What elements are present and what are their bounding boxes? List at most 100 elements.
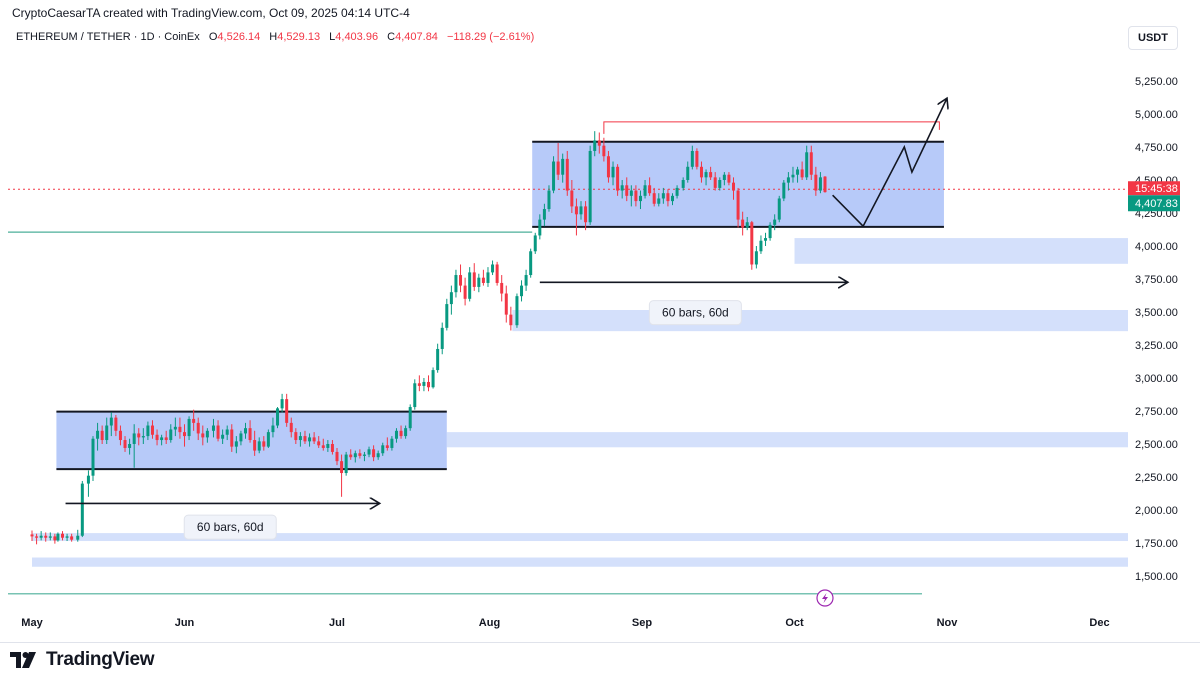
candle-body bbox=[137, 433, 141, 438]
candle bbox=[440, 322, 444, 355]
candle-body bbox=[381, 445, 385, 454]
candle-body bbox=[477, 277, 481, 287]
candle bbox=[809, 145, 813, 180]
currency-button[interactable]: USDT bbox=[1128, 26, 1178, 50]
candle-body bbox=[96, 430, 100, 439]
candle bbox=[340, 454, 344, 497]
event-marker[interactable] bbox=[816, 589, 834, 607]
candle-body bbox=[132, 433, 136, 444]
candle bbox=[248, 420, 252, 443]
candle-body bbox=[399, 430, 403, 437]
x-tick-label: Aug bbox=[479, 617, 500, 629]
candle bbox=[777, 195, 781, 223]
candle bbox=[570, 180, 574, 213]
price-axis[interactable]: 1,500.00 1,750.00 2,000.00 2,250.00 2,500.00… bbox=[1128, 76, 1180, 583]
candle-body bbox=[533, 235, 537, 252]
low-value: 4,403.96 bbox=[335, 31, 379, 43]
price-chart[interactable]: 60 bars, 60d 60 bars, 60d 1,500.00 1,750.0… bbox=[0, 0, 1200, 642]
candle bbox=[109, 412, 113, 437]
range-box-1 bbox=[56, 411, 447, 470]
candle bbox=[695, 148, 699, 170]
candle-body bbox=[504, 293, 508, 315]
y-tick-label: 3,750.00 bbox=[1135, 274, 1178, 286]
candle bbox=[404, 425, 408, 439]
candle bbox=[187, 416, 191, 441]
candle bbox=[183, 424, 186, 447]
candle-body bbox=[690, 150, 694, 167]
candle bbox=[317, 436, 321, 448]
candle-body bbox=[61, 533, 64, 538]
candle-body bbox=[431, 370, 435, 388]
candle bbox=[745, 216, 749, 231]
candle-body bbox=[588, 150, 592, 223]
candle-body bbox=[449, 292, 453, 305]
candle-body bbox=[308, 437, 312, 442]
candle bbox=[547, 185, 551, 212]
candle bbox=[65, 533, 69, 542]
y-tick-label: 3,500.00 bbox=[1135, 307, 1178, 319]
candle bbox=[823, 176, 827, 193]
candle-body bbox=[196, 422, 200, 434]
time-axis[interactable]: May Jun Jul Aug Sep Oct Nov Dec bbox=[21, 617, 1109, 629]
candle bbox=[376, 450, 380, 460]
candle-body bbox=[459, 275, 463, 286]
candle bbox=[445, 298, 449, 331]
candle-body bbox=[436, 348, 440, 371]
symbol-label[interactable]: ETHEREUM / TETHER · 1D · CoinEx bbox=[16, 31, 200, 43]
candle bbox=[335, 447, 339, 466]
candle-body bbox=[230, 429, 234, 447]
candle-body bbox=[750, 222, 754, 265]
candle bbox=[289, 417, 293, 438]
candle-body bbox=[745, 222, 749, 228]
candle bbox=[588, 145, 592, 225]
candle bbox=[491, 260, 495, 276]
candle bbox=[321, 438, 325, 451]
candle-body bbox=[773, 219, 777, 225]
candle-body bbox=[538, 219, 542, 236]
candle bbox=[561, 153, 565, 183]
candle-body bbox=[468, 272, 472, 299]
candle bbox=[625, 177, 629, 202]
projection-path bbox=[832, 98, 947, 228]
y-tick-label: 4,000.00 bbox=[1135, 241, 1178, 253]
candle-body bbox=[417, 383, 421, 386]
candle bbox=[349, 449, 353, 460]
candle bbox=[686, 161, 690, 183]
candle-body bbox=[686, 166, 690, 180]
brand-logo[interactable]: TradingView bbox=[10, 649, 155, 671]
candle bbox=[529, 248, 533, 278]
candle bbox=[137, 428, 141, 446]
candle bbox=[221, 429, 225, 444]
candle bbox=[805, 145, 809, 180]
candle bbox=[39, 531, 43, 541]
candle-body bbox=[298, 436, 302, 441]
candle-body bbox=[620, 185, 624, 191]
y-tick-label: 1,500.00 bbox=[1135, 571, 1178, 583]
candle-body bbox=[597, 140, 601, 146]
candle bbox=[468, 267, 472, 302]
candle-body bbox=[312, 437, 316, 442]
candle-body bbox=[105, 425, 109, 441]
chart-credit: CryptoCaesarTA created with TradingView.… bbox=[12, 6, 410, 20]
candle bbox=[353, 450, 357, 463]
candle bbox=[606, 150, 610, 183]
y-tick-label: 3,000.00 bbox=[1135, 373, 1178, 385]
candle-body bbox=[155, 434, 159, 441]
x-tick-label: May bbox=[21, 617, 43, 629]
candle bbox=[814, 166, 818, 196]
candle-body bbox=[76, 535, 80, 540]
candle-body bbox=[422, 381, 426, 386]
demand-zone-4 bbox=[32, 533, 1128, 542]
candle bbox=[602, 137, 606, 162]
candle-body bbox=[593, 140, 597, 151]
candle bbox=[271, 417, 275, 438]
candle bbox=[584, 201, 588, 231]
candle-body bbox=[216, 425, 220, 439]
candle-body bbox=[114, 417, 118, 431]
candle bbox=[477, 273, 481, 293]
candle-body bbox=[805, 152, 809, 178]
candle-body bbox=[791, 174, 795, 178]
candle bbox=[629, 185, 633, 207]
candle bbox=[408, 404, 412, 431]
candle bbox=[520, 280, 524, 302]
